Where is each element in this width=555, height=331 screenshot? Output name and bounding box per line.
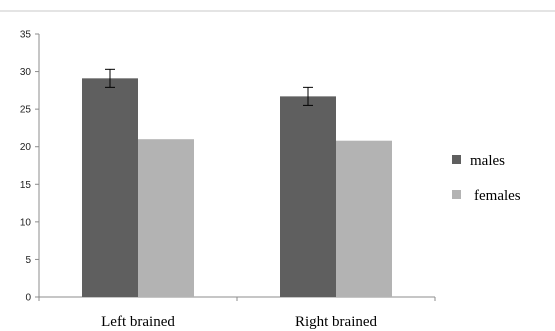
x-category-label: Left brained: [101, 314, 175, 330]
y-tick-label: 10: [20, 217, 32, 228]
y-tick-label: 15: [20, 180, 32, 191]
y-tick-label: 35: [20, 30, 32, 41]
legend-label-males: males: [470, 153, 505, 169]
y-tick-label: 5: [25, 255, 31, 266]
legend-swatch-males: [452, 155, 461, 164]
y-tick-label: 25: [20, 105, 32, 116]
x-axis: Left brained Right brained: [38, 296, 436, 330]
y-tick-label: 20: [20, 142, 32, 153]
y-tick-label: 30: [20, 67, 32, 78]
bars: [82, 68, 392, 298]
bar-males: [280, 96, 336, 298]
bar-females: [138, 139, 194, 297]
y-tick-label: 0: [25, 293, 31, 304]
legend-label-females: females: [474, 188, 521, 204]
legend: males females: [452, 153, 521, 204]
x-category-label: Right brained: [295, 314, 378, 330]
y-axis: 0 5 10 15 20 25 30 35: [20, 30, 40, 304]
bar-males: [82, 78, 138, 297]
bar-females: [336, 140, 392, 297]
legend-swatch-females: [452, 190, 461, 199]
